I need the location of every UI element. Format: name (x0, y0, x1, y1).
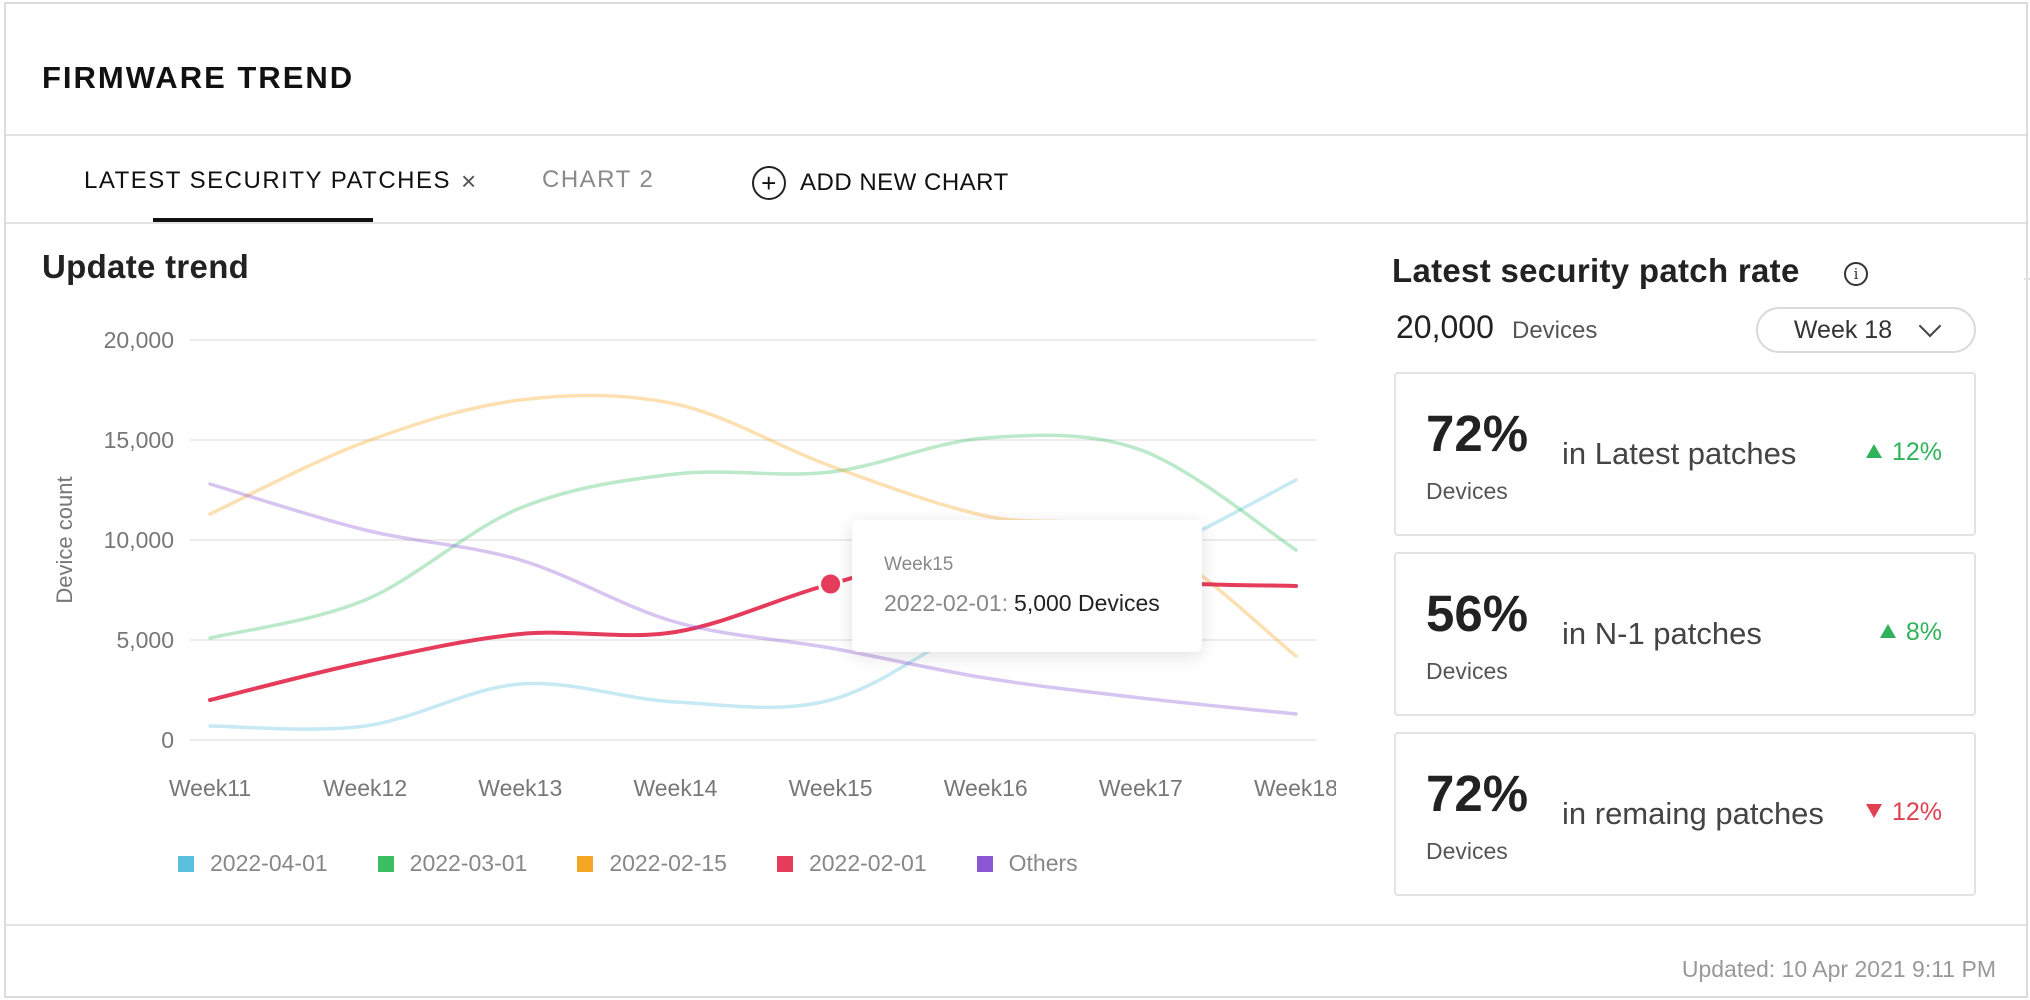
page-title: FIRMWARE TREND (42, 60, 355, 95)
legend-label: 2022-02-01 (808, 850, 927, 876)
legend-item[interactable]: 2022-03-01 (377, 850, 528, 877)
tooltip-value: 5,000 Devices (1014, 590, 1160, 616)
stat-percent: 72% (1426, 765, 1529, 822)
stat-sub-label: Devices (1426, 478, 1508, 504)
stat-percent: 56% (1426, 585, 1529, 642)
stat-change-value: 8% (1905, 618, 1942, 646)
stat-change: 8% (1879, 618, 1942, 647)
add-new-chart-button[interactable]: + ADD NEW CHART (752, 166, 1009, 200)
y-tick-label: 10,000 (104, 527, 174, 553)
highlight-point (818, 571, 844, 597)
x-tick-label: Week18 (1254, 775, 1336, 801)
legend-swatch (178, 855, 194, 872)
tab-latest-security-patches-label: LATEST SECURITY PATCHES (84, 167, 452, 194)
stat-card-n-1: 56% Devices in N-1 patches 8% (1394, 552, 1976, 716)
tab-chart-2[interactable]: CHART 2 (542, 166, 655, 193)
legend-item[interactable]: 2022-04-01 (178, 850, 328, 877)
plus-circle-icon: + (752, 166, 786, 200)
tab-latest-security-patches[interactable]: LATEST SECURITY PATCHES × (84, 166, 478, 197)
stat-card-latest: 72% Devices in Latest patches 12% (1394, 372, 1976, 536)
stat-change-value: 12% (1891, 438, 1942, 466)
legend-swatch (377, 855, 394, 872)
y-tick-label: 15,000 (104, 427, 174, 453)
tooltip-line: 2022-02-01: 5,000 Devices (884, 590, 1160, 617)
tooltip-week: Week15 (884, 554, 954, 575)
chart-tabs: LATEST SECURITY PATCHES × CHART 2 + ADD N… (6, 136, 2026, 224)
info-icon[interactable]: i (1844, 262, 1868, 286)
legend-swatch (577, 855, 594, 872)
triangle-up-icon (1879, 624, 1896, 638)
active-tab-indicator (153, 218, 373, 222)
edge-divider (2024, 278, 2030, 280)
add-new-chart-label: ADD NEW CHART (800, 169, 1009, 196)
y-tick-label: 5,000 (116, 627, 174, 653)
legend-swatch (976, 855, 993, 872)
y-tick-label: 20,000 (104, 327, 174, 353)
x-tick-label: Week17 (1099, 775, 1183, 801)
legend-label: 2022-04-01 (210, 850, 328, 876)
chart-tooltip: Week15 2022-02-01: 5,000 Devices (852, 520, 1202, 652)
footer-divider (6, 924, 2026, 926)
updated-timestamp: Updated: 10 Apr 2021 9:11 PM (1681, 956, 1996, 982)
stat-description: in remaing patches (1562, 796, 1824, 831)
stat-description: in N-1 patches (1562, 616, 1762, 651)
legend-item[interactable]: Others (976, 850, 1078, 877)
x-tick-label: Week13 (478, 775, 562, 801)
week-select[interactable]: Week 18 (1756, 307, 1976, 353)
triangle-up-icon (1865, 444, 1882, 458)
firmware-trend-panel: FIRMWARE TREND LATEST SECURITY PATCHES × … (4, 2, 2028, 998)
legend-item[interactable]: 2022-02-01 (776, 850, 927, 877)
x-tick-label: Week12 (323, 775, 407, 801)
y-axis-label: Device count (52, 476, 77, 603)
stat-change: 12% (1865, 438, 1942, 467)
close-icon[interactable]: × (461, 166, 478, 196)
x-tick-label: Week14 (633, 775, 717, 801)
total-devices-count: 20,000 (1396, 309, 1494, 345)
y-tick-label: 0 (161, 727, 174, 753)
legend-item[interactable]: 2022-02-15 (577, 850, 727, 877)
stat-description: in Latest patches (1562, 436, 1797, 471)
update-trend-title: Update trend (42, 248, 250, 285)
stat-change-value: 12% (1891, 798, 1942, 826)
legend-label: 2022-03-01 (409, 850, 528, 876)
stat-percent: 72% (1426, 405, 1529, 462)
legend-label: Others (1008, 850, 1078, 876)
stat-card-remaining: 72% Devices in remaing patches 12% (1394, 732, 1976, 896)
stat-sub-label: Devices (1426, 838, 1508, 864)
chart-legend: 2022-04-01 2022-03-01 2022-02-15 2022-02-01… (178, 850, 1078, 877)
series-line-2022-03-01 (208, 433, 1298, 640)
chevron-down-icon (1918, 314, 1942, 338)
triangle-down-icon (1865, 804, 1882, 818)
legend-swatch (776, 855, 793, 872)
legend-label: 2022-02-15 (609, 850, 727, 876)
week-select-value: Week 18 (1793, 315, 1893, 344)
series-line-others (208, 482, 1298, 716)
x-tick-label: Week16 (944, 775, 1028, 801)
stat-sub-label: Devices (1426, 658, 1508, 684)
patch-rate-title: Latest security patch rate (1392, 252, 1800, 289)
total-devices-unit: Devices (1512, 317, 1598, 344)
panel-header: FIRMWARE TREND (6, 4, 2026, 136)
x-tick-label: Week11 (169, 775, 251, 801)
x-tick-label: Week15 (789, 775, 873, 801)
stat-change: 12% (1865, 798, 1942, 827)
tooltip-series-label: 2022-02-01: (884, 590, 1009, 616)
